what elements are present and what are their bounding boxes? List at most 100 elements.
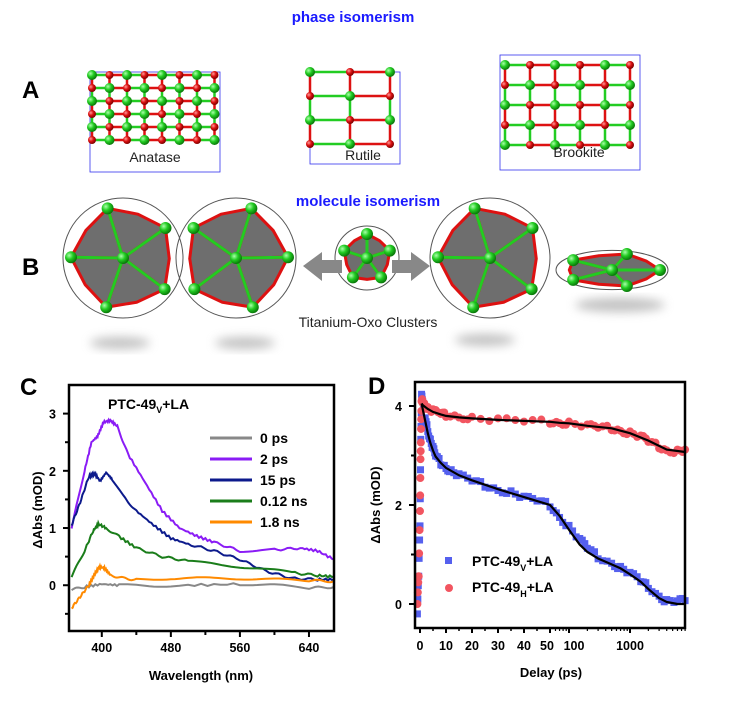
y-tick-label: 0 [395, 598, 402, 612]
bond [104, 257, 125, 308]
panel-d-chart: D 0 10 20 30 40 50 100 1000 0 2 4 PTC-49V+LA PTC-4… [368, 373, 690, 680]
o-atom [123, 84, 131, 92]
ti-atom [230, 252, 242, 264]
data-point-v [459, 471, 467, 479]
cluster-outline [555, 249, 669, 291]
titanium-oxo-cluster-images [62, 197, 669, 319]
y-tick-label: 4 [395, 400, 402, 414]
ti-atom [174, 83, 185, 93]
bond [122, 256, 166, 291]
o-atom [88, 110, 96, 118]
molecule-isomerism-title: molecule isomerism [296, 193, 440, 210]
o-atom [626, 61, 634, 69]
ti-atom [159, 222, 172, 235]
data-point-v [529, 494, 537, 502]
bond [489, 256, 533, 291]
cluster-outline [334, 225, 400, 291]
o-atom [105, 97, 114, 105]
ti-atom [117, 252, 129, 264]
ti-atom [345, 139, 355, 149]
ti-atom [654, 264, 666, 276]
ti-atom [305, 115, 315, 125]
ti-atom [158, 283, 171, 296]
o-atom [576, 61, 584, 69]
rutile-label: Rutile [345, 147, 381, 163]
x-tick-label: 640 [299, 641, 320, 655]
data-point-v [415, 554, 423, 562]
data-point-v [666, 597, 674, 605]
o-atom [210, 123, 219, 131]
data-point-v [546, 503, 554, 511]
ti-atom [101, 202, 114, 215]
ti-atom [625, 80, 635, 90]
ti-atom [525, 283, 538, 296]
o-atom [88, 136, 96, 144]
left-arrow-icon [303, 252, 342, 281]
ti-atom [87, 122, 97, 132]
o-atom [626, 101, 634, 109]
series-line-2-ps [70, 417, 335, 561]
data-point-v [477, 478, 485, 486]
ti-atom [345, 91, 355, 101]
chart-c-title: PTC-49V+LA [108, 396, 189, 415]
series-line-0-ps [71, 582, 335, 592]
data-point-h [416, 507, 424, 516]
o-atom [193, 110, 201, 118]
ti-atom [361, 228, 373, 240]
ti-atom [484, 252, 496, 264]
y-tick-label: 3 [49, 408, 56, 422]
o-atom [346, 116, 354, 124]
o-atom [158, 136, 166, 144]
o-atom [346, 68, 354, 76]
data-point-h [415, 526, 424, 535]
data-point-v [481, 483, 489, 491]
rutile-structure-image [305, 67, 401, 165]
legend-label: 0 ps [260, 430, 288, 446]
data-point-v [587, 546, 595, 554]
ti-atom [385, 67, 395, 77]
bond [437, 255, 491, 260]
ti-atom [245, 202, 258, 215]
y-tick-label: 2 [49, 465, 56, 479]
ti-atom [209, 83, 220, 93]
o-atom [526, 61, 534, 69]
data-point-v [503, 489, 511, 497]
ti-atom [104, 109, 115, 119]
x-tick-label: 100 [564, 639, 585, 653]
ti-atom [600, 100, 610, 110]
ti-atom [281, 251, 294, 264]
o-atom [175, 123, 184, 131]
bond [193, 256, 237, 291]
cluster-outline [62, 197, 184, 319]
o-atom [306, 92, 314, 100]
legend-label: 0.12 ns [260, 493, 308, 509]
shadows [90, 298, 665, 349]
ti-atom [567, 273, 580, 286]
x-tick-label: 10 [439, 639, 453, 653]
ti-atom [157, 122, 167, 132]
ti-atom [157, 70, 167, 80]
legend-c: 0 ps 2 ps 15 ps 0.12 ns 1.8 ns [210, 430, 308, 530]
data-point-v [537, 497, 545, 505]
legend-label: 15 ps [260, 472, 296, 488]
bond [234, 257, 255, 308]
data-point-v [417, 466, 425, 474]
ti-atom [600, 60, 610, 70]
o-atom [306, 140, 314, 148]
data-point-v [416, 522, 424, 530]
o-atom [140, 97, 149, 105]
data-point-v [581, 540, 589, 548]
ti-atom [192, 70, 202, 80]
o-atom [501, 81, 509, 89]
o-atom [551, 121, 559, 129]
y-axis-label-d: ΔAbs (mOD) [368, 466, 383, 543]
ti-atom [122, 122, 132, 132]
ti-atom [550, 100, 560, 110]
fit-line-v [420, 403, 686, 606]
cluster-outline [429, 197, 551, 319]
ti-atom [468, 202, 481, 215]
phase-isomerism-title: phase isomerism [292, 9, 415, 26]
data-point-h [416, 438, 425, 447]
x-axis-label-c: Wavelength (nm) [149, 668, 253, 683]
